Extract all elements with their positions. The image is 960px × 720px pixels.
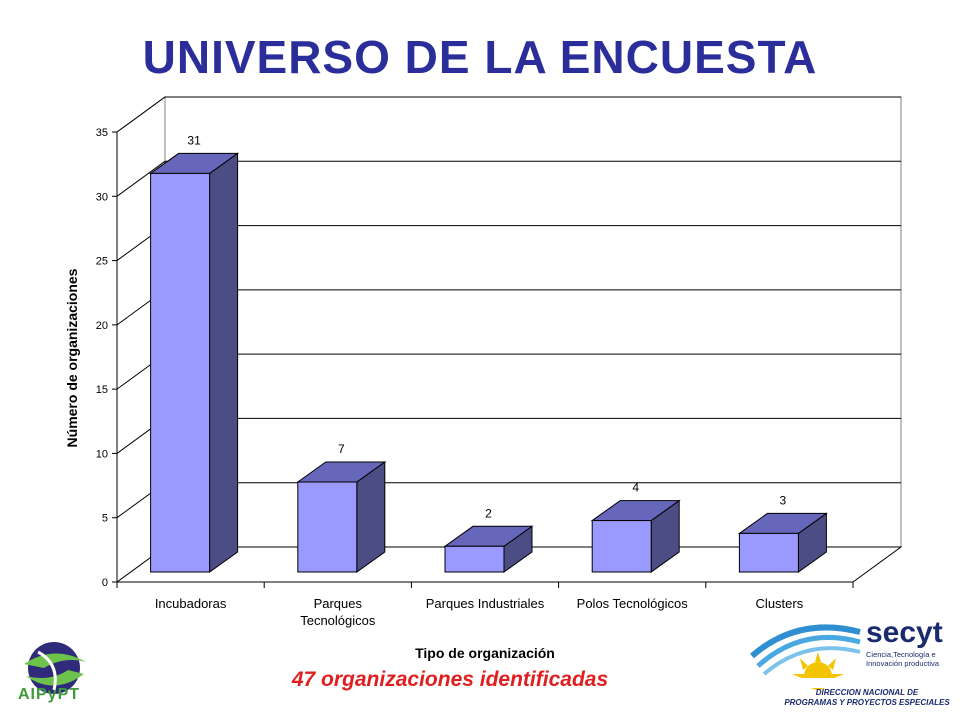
y-tick-label: 15 bbox=[96, 384, 108, 396]
direccion-line-1: DIRECCION NACIONAL DE bbox=[815, 688, 919, 697]
bar-2 bbox=[297, 481, 358, 573]
data-label: 7 bbox=[338, 442, 345, 456]
x-tick-label: Incubadoras bbox=[155, 596, 227, 611]
y-tick-label: 10 bbox=[96, 448, 108, 460]
data-label: 3 bbox=[780, 493, 787, 507]
gridline bbox=[116, 96, 901, 133]
data-label: 31 bbox=[187, 133, 201, 147]
aipypt-logo-text: AIPyPT bbox=[18, 686, 81, 703]
y-axis-title: Número de organizaciones bbox=[64, 268, 80, 447]
x-tick-label: Parques Industriales bbox=[426, 596, 545, 611]
x-axis-title: Tipo de organización bbox=[415, 645, 555, 661]
direccion-line-2: PROGRAMAS Y PROYECTOS ESPECIALES bbox=[784, 698, 950, 707]
y-tick-label: 30 bbox=[96, 191, 108, 203]
y-tick-label: 25 bbox=[96, 256, 108, 268]
bar-1 bbox=[150, 172, 211, 573]
bar-side bbox=[209, 152, 239, 573]
data-label: 4 bbox=[632, 481, 639, 495]
bar-5 bbox=[738, 532, 799, 573]
secyt-sun-logo-icon bbox=[750, 624, 861, 690]
y-tick-label: 5 bbox=[102, 513, 108, 525]
x-tick-label: Clusters bbox=[756, 596, 804, 611]
aipypt-logo-icon bbox=[24, 642, 86, 694]
y-tick-label: 20 bbox=[96, 320, 108, 332]
gridline bbox=[116, 160, 901, 197]
slide-title: UNIVERSO DE LA ENCUESTA bbox=[142, 31, 818, 83]
y-tick-label: 35 bbox=[96, 127, 108, 139]
x-tick-label: Polos Tecnológicos bbox=[577, 596, 689, 611]
chart-back-wall bbox=[164, 96, 902, 548]
bar-4 bbox=[591, 520, 652, 573]
y-tick-label: 0 bbox=[102, 577, 108, 589]
data-label: 2 bbox=[485, 506, 492, 520]
bar-3 bbox=[444, 545, 505, 573]
secyt-subtitle: Ciencia,Tecnología e Innovación producti… bbox=[866, 650, 939, 668]
secyt-brand: secyt bbox=[866, 616, 943, 649]
summary-text: 47 organizaciones identificadas bbox=[291, 668, 609, 691]
x-tick-label: Parques Tecnológicos bbox=[300, 596, 376, 628]
